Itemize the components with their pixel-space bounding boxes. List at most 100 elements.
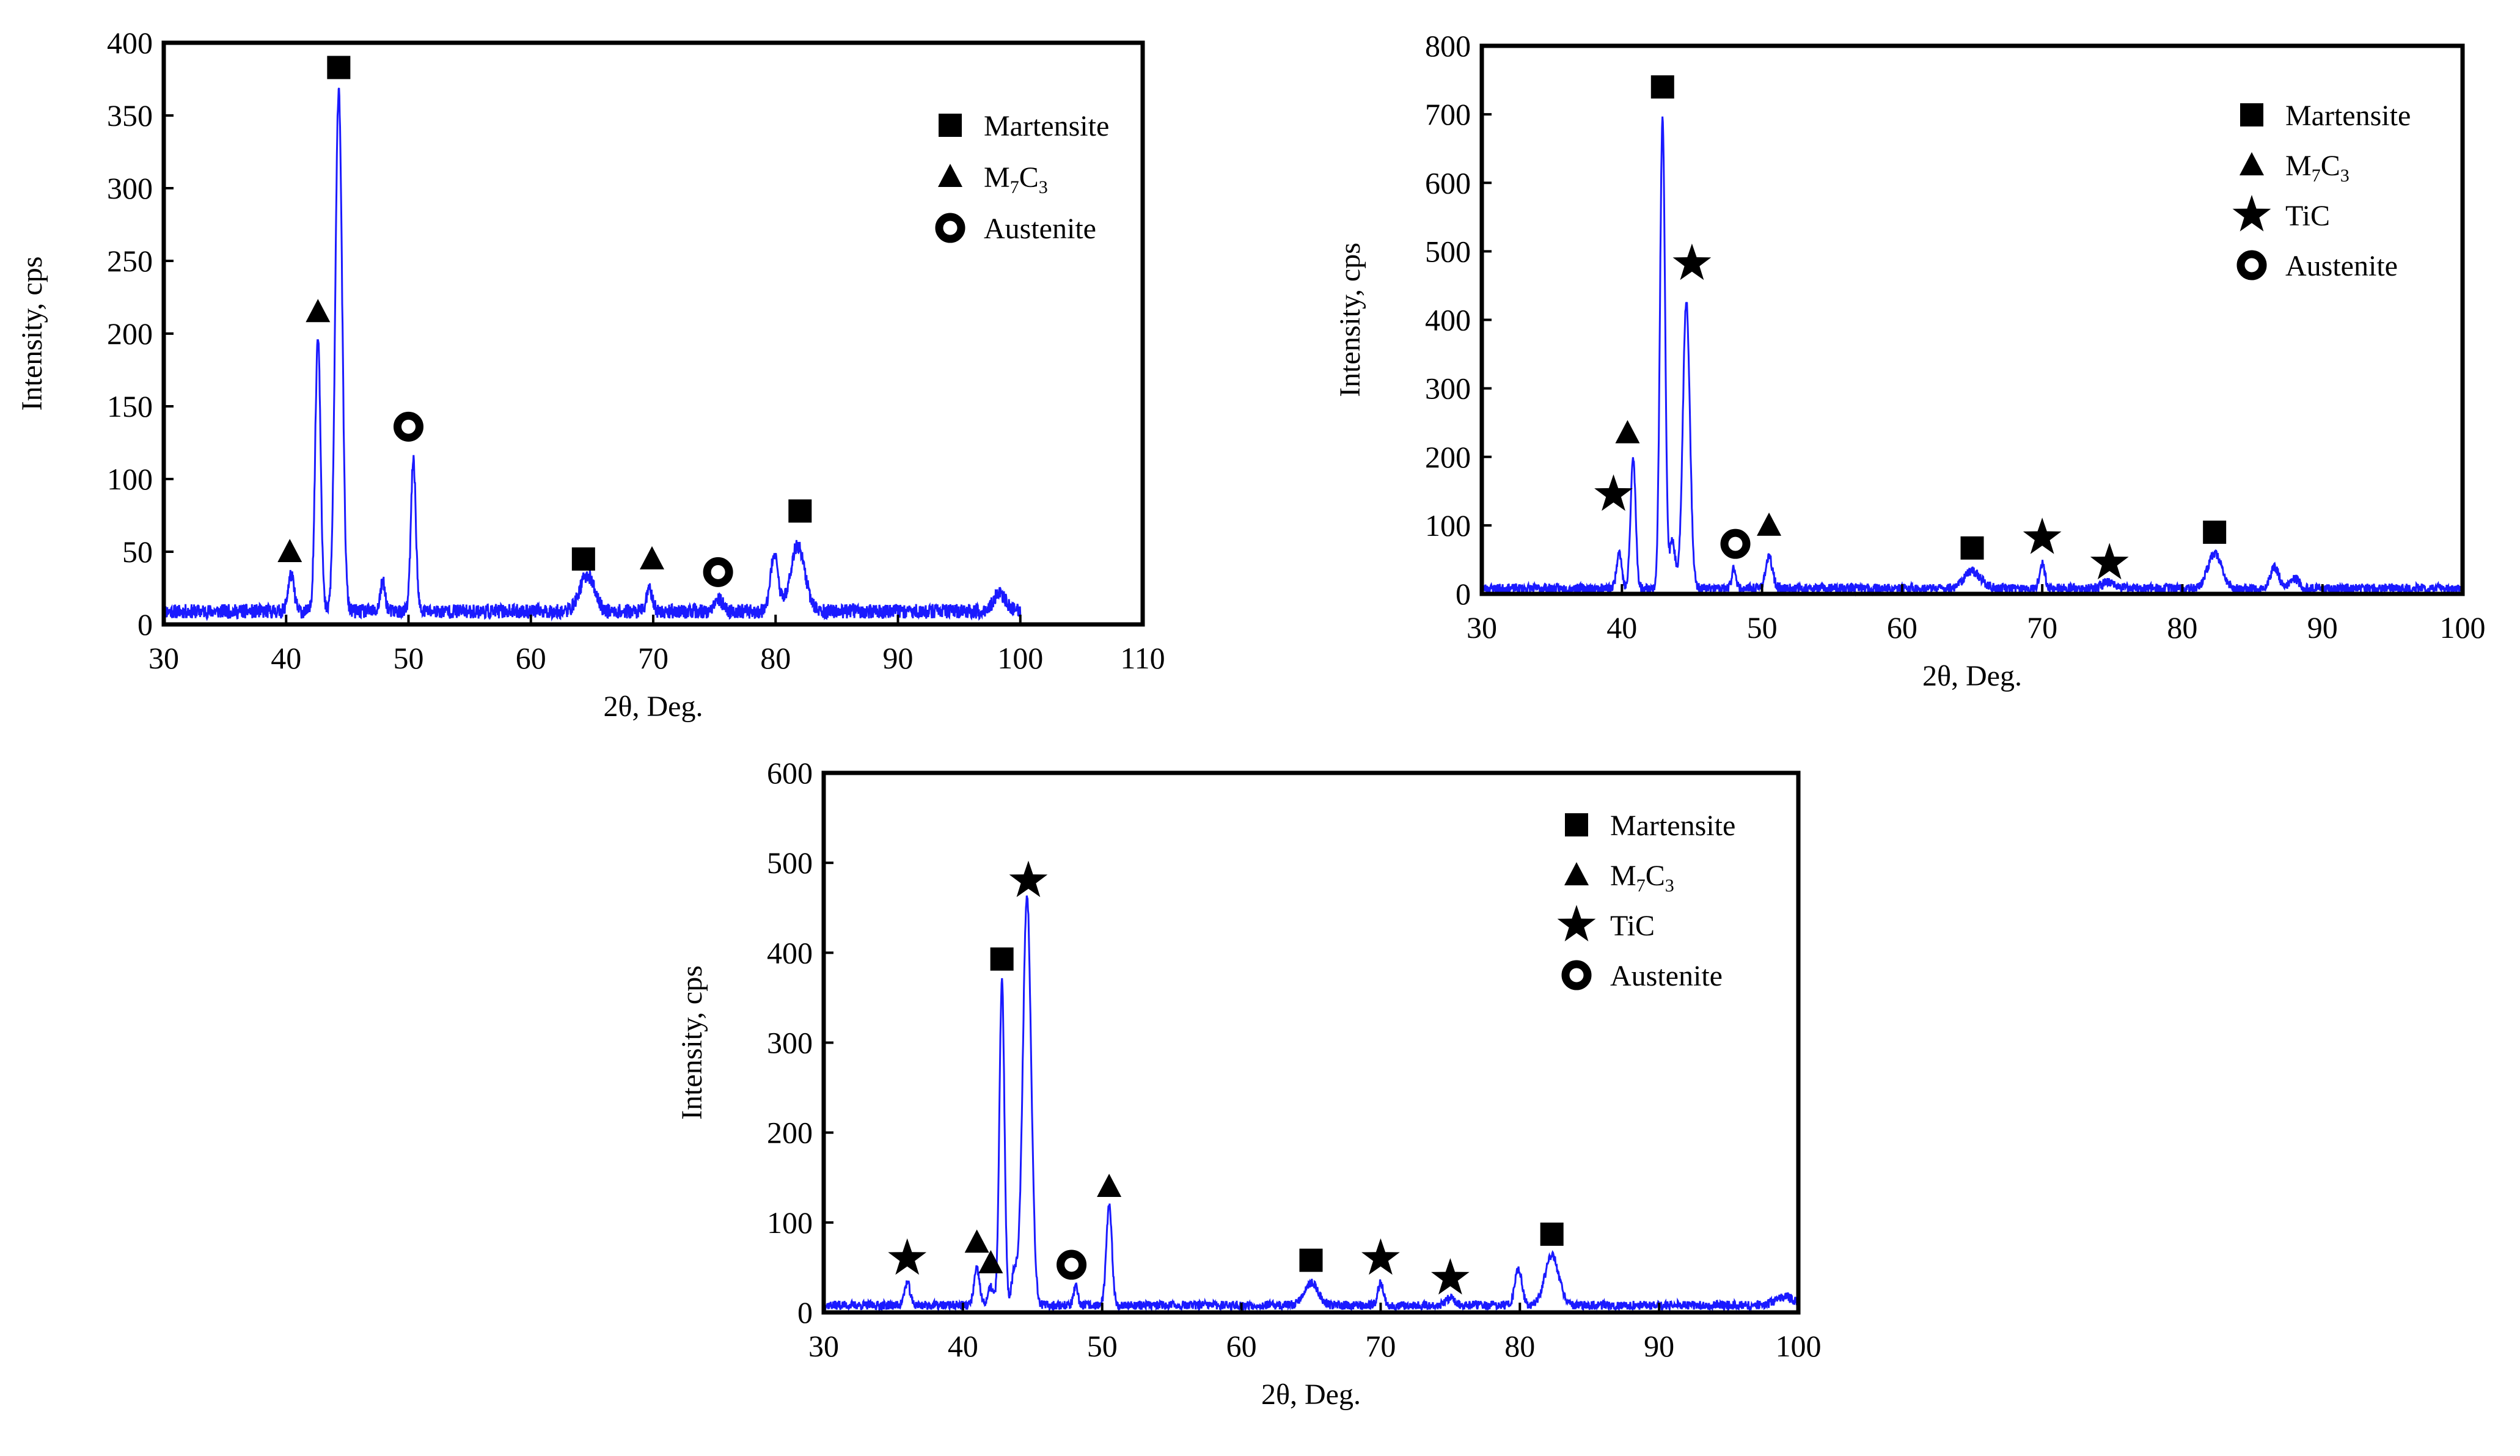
peak-marker-star bbox=[2090, 543, 2129, 580]
y-tick-label: 100 bbox=[767, 1205, 813, 1240]
peak-marker-square bbox=[1540, 1222, 1564, 1246]
y-tick-label: 300 bbox=[1425, 371, 1471, 406]
x-tick-label: 30 bbox=[148, 641, 179, 675]
legend-symbol-circle bbox=[2236, 250, 2267, 280]
x-tick-label: 50 bbox=[394, 641, 424, 675]
y-axis-title: Intensity, cps bbox=[1334, 243, 1366, 397]
peak-marker-star bbox=[1431, 1258, 1470, 1295]
y-tick-label: 150 bbox=[107, 389, 153, 423]
x-tick-label: 110 bbox=[1120, 641, 1165, 675]
legend-label: Austenite bbox=[2285, 250, 2398, 282]
peak-marker-circle bbox=[1720, 529, 1751, 559]
x-tick-label: 80 bbox=[1504, 1329, 1535, 1363]
peak-marker-triangle bbox=[1757, 512, 1782, 536]
panel-b: 30 40 50 60 70 80 90 100 0 100 200 300 400 500 600 700 8… bbox=[1334, 29, 2486, 692]
legend-label: Martensite bbox=[1610, 810, 1735, 842]
legend-label: TiC bbox=[1610, 910, 1655, 942]
y-tick-label: 50 bbox=[122, 535, 153, 569]
legend-symbol-circle bbox=[935, 213, 965, 243]
peak-marker-circle bbox=[1057, 1249, 1087, 1280]
x-tick-label: 70 bbox=[638, 641, 668, 675]
legend-label: Martensite bbox=[984, 110, 1109, 142]
peak-marker-square bbox=[1299, 1248, 1323, 1272]
panel-a: 30 40 50 60 70 80 90 100 110 0 50 100 150 200 250 300 35… bbox=[16, 26, 1165, 723]
peak-marker-triangle bbox=[277, 539, 302, 562]
x-axis-title: 2θ, Deg. bbox=[604, 690, 703, 723]
y-tick-label: 200 bbox=[1425, 440, 1471, 474]
y-tick-label: 300 bbox=[767, 1026, 813, 1060]
x-tick-label: 40 bbox=[948, 1329, 978, 1363]
peak-marker-star bbox=[1361, 1238, 1400, 1275]
x-axis-title: 2θ, Deg. bbox=[1261, 1378, 1361, 1411]
legend: Martensite M7C3 TiC Austenite bbox=[1557, 810, 1735, 992]
peak-marker-triangle bbox=[1097, 1173, 1122, 1197]
x-tick-label: 40 bbox=[271, 641, 301, 675]
x-tick-label: 100 bbox=[2440, 610, 2486, 645]
y-tick-label: 800 bbox=[1425, 29, 1471, 63]
peak-marker-star bbox=[888, 1238, 927, 1275]
y-tick-label: 700 bbox=[1425, 97, 1471, 131]
y-tick-label: 400 bbox=[107, 26, 153, 60]
y-tick-label: 0 bbox=[1456, 577, 1471, 611]
y-axis-title: Intensity, cps bbox=[16, 257, 48, 411]
y-tick-label: 500 bbox=[1425, 234, 1471, 268]
x-tick-label: 100 bbox=[997, 641, 1043, 675]
series-line bbox=[1481, 116, 2464, 597]
series-line bbox=[163, 87, 1022, 622]
legend-label: TiC bbox=[2285, 200, 2330, 232]
legend-label: Martensite bbox=[2285, 100, 2411, 132]
y-tick-label: 0 bbox=[137, 607, 153, 642]
peak-marker-square bbox=[2203, 521, 2227, 544]
legend-symbol-triangle bbox=[2240, 152, 2264, 175]
legend-symbol-square bbox=[1565, 813, 1588, 836]
x-tick-label: 80 bbox=[2167, 610, 2197, 645]
series-line bbox=[822, 895, 1800, 1314]
peak-marker-triangle bbox=[964, 1229, 989, 1253]
peak-marker-square bbox=[1650, 75, 1674, 99]
y-tick-label: 500 bbox=[767, 846, 813, 880]
legend-symbol-square bbox=[2240, 103, 2263, 126]
y-tick-label: 600 bbox=[767, 756, 813, 790]
legend: Martensite M7C3 Austenite bbox=[935, 110, 1109, 245]
y-tick-label: 400 bbox=[767, 935, 813, 970]
x-tick-label: 60 bbox=[516, 641, 546, 675]
peak-marker-square bbox=[1960, 536, 1984, 560]
legend-symbol-star bbox=[1557, 905, 1596, 942]
peak-marker-square bbox=[990, 947, 1014, 971]
x-axis-title: 2θ, Deg. bbox=[1922, 660, 2022, 692]
peak-marker-triangle bbox=[1615, 420, 1640, 444]
legend: Martensite M7C3 TiC Austenite bbox=[2232, 100, 2411, 282]
legend-symbol-circle bbox=[1561, 960, 1592, 990]
y-tick-label: 100 bbox=[1425, 508, 1471, 543]
peak-marker-square bbox=[327, 56, 351, 79]
x-tick-label: 90 bbox=[2307, 610, 2338, 645]
legend-label: Austenite bbox=[1610, 960, 1723, 992]
x-tick-label: 90 bbox=[883, 641, 914, 675]
x-tick-label: 100 bbox=[1776, 1329, 1822, 1363]
x-tick-label: 40 bbox=[1606, 610, 1637, 645]
peak-marker-triangle bbox=[306, 299, 331, 323]
y-tick-label: 600 bbox=[1425, 166, 1471, 200]
peak-marker-square bbox=[788, 499, 812, 523]
y-tick-label: 250 bbox=[107, 244, 153, 278]
y-tick-label: 200 bbox=[107, 316, 153, 351]
x-tick-label: 60 bbox=[1226, 1329, 1257, 1363]
y-tick-label: 0 bbox=[797, 1295, 813, 1330]
legend-symbol-star bbox=[2232, 195, 2271, 232]
peak-marker-star bbox=[1594, 474, 1633, 511]
y-tick-label: 300 bbox=[107, 171, 153, 205]
legend-label: M7C3 bbox=[1610, 860, 1674, 896]
legend-label: M7C3 bbox=[2285, 150, 2350, 186]
x-tick-label: 30 bbox=[1467, 610, 1497, 645]
x-tick-label: 50 bbox=[1087, 1329, 1118, 1363]
peak-marker-triangle bbox=[978, 1250, 1003, 1274]
y-tick-label: 200 bbox=[767, 1116, 813, 1150]
plot-frame bbox=[821, 770, 1801, 1315]
peak-marker-square bbox=[571, 547, 595, 571]
x-tick-label: 80 bbox=[760, 641, 791, 675]
peak-marker-circle bbox=[703, 557, 733, 587]
y-axis-title: Intensity, cps bbox=[676, 965, 708, 1120]
peak-marker-star bbox=[1009, 860, 1048, 898]
panel-c: 30 40 50 60 70 80 90 100 0 100 200 300 400 500 600 2θ, … bbox=[676, 756, 1822, 1411]
